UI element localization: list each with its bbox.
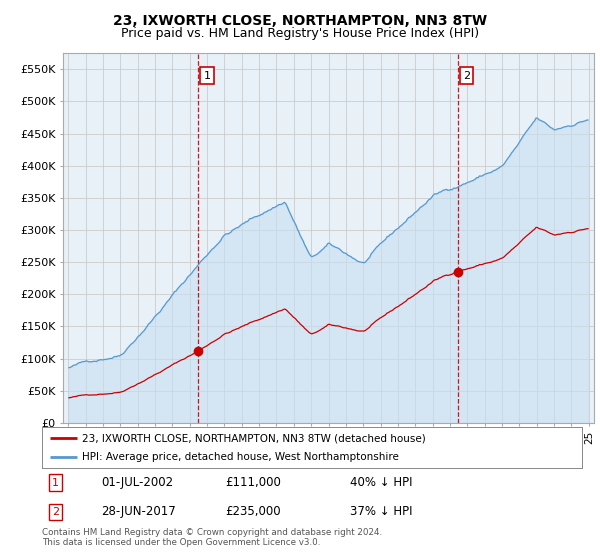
Text: 23, IXWORTH CLOSE, NORTHAMPTON, NN3 8TW (detached house): 23, IXWORTH CLOSE, NORTHAMPTON, NN3 8TW …: [83, 433, 426, 443]
Text: 1: 1: [203, 71, 211, 81]
Text: 1: 1: [52, 478, 59, 488]
Text: 40% ↓ HPI: 40% ↓ HPI: [350, 476, 412, 489]
Text: 2: 2: [463, 71, 470, 81]
Text: 2: 2: [52, 507, 59, 517]
Text: 01-JUL-2002: 01-JUL-2002: [101, 476, 173, 489]
Text: HPI: Average price, detached house, West Northamptonshire: HPI: Average price, detached house, West…: [83, 452, 400, 461]
Text: £235,000: £235,000: [226, 505, 281, 519]
Text: 37% ↓ HPI: 37% ↓ HPI: [350, 505, 412, 519]
Text: £111,000: £111,000: [226, 476, 281, 489]
Text: Contains HM Land Registry data © Crown copyright and database right 2024.
This d: Contains HM Land Registry data © Crown c…: [42, 528, 382, 547]
Text: 23, IXWORTH CLOSE, NORTHAMPTON, NN3 8TW: 23, IXWORTH CLOSE, NORTHAMPTON, NN3 8TW: [113, 14, 487, 28]
Text: 28-JUN-2017: 28-JUN-2017: [101, 505, 176, 519]
Text: Price paid vs. HM Land Registry's House Price Index (HPI): Price paid vs. HM Land Registry's House …: [121, 27, 479, 40]
